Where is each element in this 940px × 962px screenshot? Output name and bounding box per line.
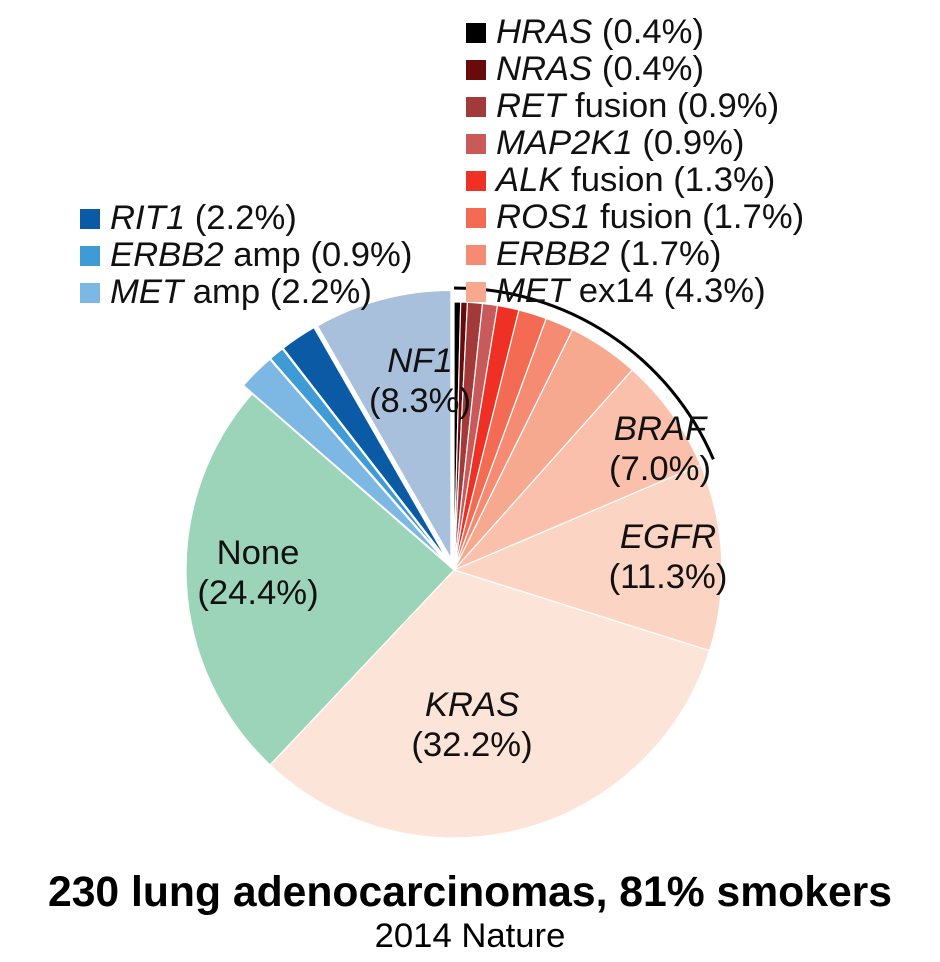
- legend-right-item-map2k1: MAP2K1 (0.9%): [466, 125, 804, 162]
- legend-left-item-met-amp: MET amp (2.2%): [80, 274, 412, 311]
- caption: 230 lung adenocarcinomas, 81% smokers 20…: [0, 868, 940, 956]
- legend-swatch: [466, 208, 486, 228]
- legend-swatch: [466, 97, 486, 117]
- legend-swatch: [466, 60, 486, 80]
- legend-label: RET fusion (0.9%): [496, 87, 779, 126]
- legend-swatch: [466, 245, 486, 265]
- slice-label-kras: KRAS(32.2%): [382, 686, 562, 766]
- legend-swatch: [466, 134, 486, 154]
- legend-label: HRAS (0.4%): [496, 13, 704, 52]
- legend-swatch: [80, 209, 100, 229]
- chart-stage: HRAS (0.4%)NRAS (0.4%)RET fusion (0.9%)M…: [0, 0, 940, 962]
- slice-label-braf: BRAF(7.0%): [570, 410, 750, 490]
- legend-right: HRAS (0.4%)NRAS (0.4%)RET fusion (0.9%)M…: [466, 14, 804, 310]
- legend-right-item-alk-fusion: ALK fusion (1.3%): [466, 162, 804, 199]
- legend-left-item-rit1: RIT1 (2.2%): [80, 200, 412, 237]
- legend-swatch: [80, 246, 100, 266]
- legend-label: ERBB2 (1.7%): [496, 235, 721, 274]
- caption-subtitle: 2014 Nature: [0, 917, 940, 956]
- legend-right-item-ros1-fusion: ROS1 fusion (1.7%): [466, 199, 804, 236]
- legend-right-item-met-ex14: MET ex14 (4.3%): [466, 273, 804, 310]
- legend-swatch: [466, 23, 486, 43]
- legend-label: MET ex14 (4.3%): [496, 272, 766, 311]
- slice-label-none: None(24.4%): [168, 534, 348, 614]
- legend-right-item-erbb2: ERBB2 (1.7%): [466, 236, 804, 273]
- legend-right-item-hras: HRAS (0.4%): [466, 14, 804, 51]
- legend-label: NRAS (0.4%): [496, 50, 704, 89]
- legend-right-item-nras: NRAS (0.4%): [466, 51, 804, 88]
- legend-label: MAP2K1 (0.9%): [496, 124, 744, 163]
- legend-swatch: [466, 282, 486, 302]
- slice-label-egfr: EGFR(11.3%): [578, 518, 758, 598]
- legend-label: RIT1 (2.2%): [110, 199, 297, 238]
- legend-swatch: [466, 171, 486, 191]
- legend-swatch: [80, 283, 100, 303]
- legend-label: ERBB2 amp (0.9%): [110, 236, 412, 275]
- legend-label: MET amp (2.2%): [110, 273, 372, 312]
- slice-label-nf1: NF1(8.3%): [330, 342, 510, 422]
- caption-title: 230 lung adenocarcinomas, 81% smokers: [0, 868, 940, 917]
- legend-label: ALK fusion (1.3%): [496, 161, 775, 200]
- legend-left-item-erbb2-amp: ERBB2 amp (0.9%): [80, 237, 412, 274]
- legend-right-item-ret-fusion: RET fusion (0.9%): [466, 88, 804, 125]
- legend-left: RIT1 (2.2%)ERBB2 amp (0.9%)MET amp (2.2%…: [80, 200, 412, 311]
- legend-label: ROS1 fusion (1.7%): [496, 198, 804, 237]
